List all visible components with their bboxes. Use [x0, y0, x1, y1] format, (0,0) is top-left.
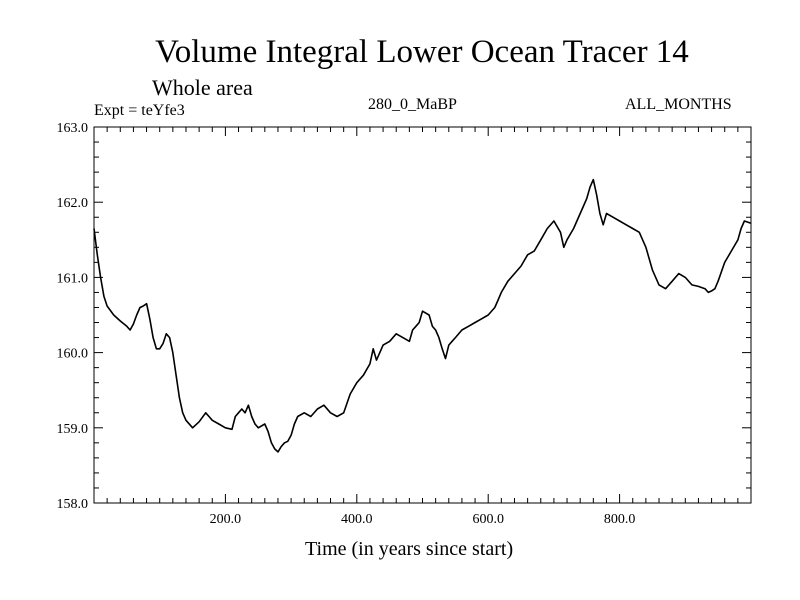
experiment-label: Expt = teYfe3	[94, 102, 185, 119]
y-tick-label: 159.0	[57, 422, 89, 437]
x-tick-label: 200.0	[210, 512, 242, 527]
y-tick-label: 162.0	[57, 196, 89, 211]
y-tick-label: 161.0	[57, 271, 89, 286]
axis-ticks	[93, 126, 752, 504]
x-axis-label: Time (in years since start)	[305, 538, 514, 560]
y-tick-label: 160.0	[57, 347, 89, 362]
x-tick-label: 800.0	[604, 512, 636, 527]
x-tick-label: 400.0	[341, 512, 373, 527]
period-label: 280_0_MaBP	[368, 96, 457, 113]
series-line	[93, 178, 752, 453]
tick-labels: 200.0 400.0 600.0 800.0 158.0 159.0 160.0 161.0…	[57, 121, 636, 527]
y-tick-label: 158.0	[57, 497, 89, 512]
x-tick-label: 600.0	[472, 512, 504, 527]
months-label: ALL_MONTHS	[625, 96, 732, 113]
chart-title: Volume Integral Lower Ocean Tracer 14	[155, 34, 689, 70]
plot-frame	[93, 126, 752, 504]
chart-subtitle: Whole area	[152, 75, 253, 100]
y-tick-label: 163.0	[57, 121, 89, 136]
